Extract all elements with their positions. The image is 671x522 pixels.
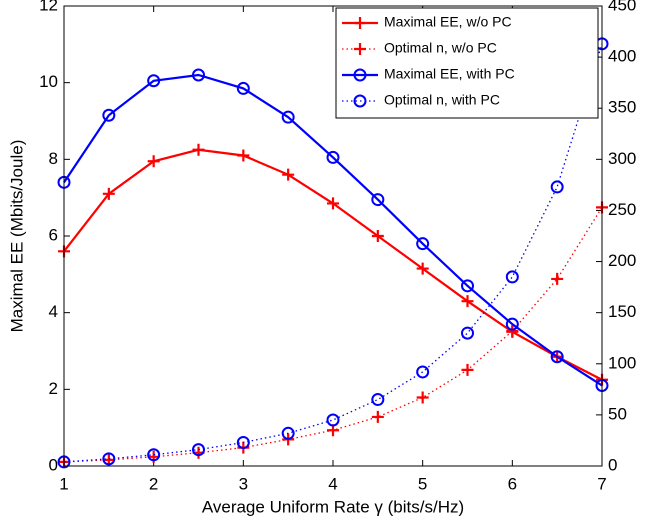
y-tick-label: 12	[39, 0, 58, 14]
marker	[147, 74, 161, 88]
legend-label: Optimal n, with PC	[384, 92, 500, 108]
y2-tick-label: 100	[608, 353, 636, 372]
y2-tick-label: 300	[608, 149, 636, 168]
marker	[371, 410, 384, 423]
marker	[461, 295, 474, 308]
marker	[102, 187, 115, 200]
marker	[147, 155, 160, 168]
marker	[102, 108, 116, 122]
marker	[281, 426, 295, 440]
x-tick-label: 2	[149, 474, 158, 493]
legend-label: Maximal EE, w/o PC	[384, 14, 512, 30]
marker	[192, 68, 205, 82]
y2-tick-label: 200	[608, 251, 636, 270]
legend-box	[335, 7, 599, 119]
x-tick-label: 4	[328, 474, 337, 493]
marker	[236, 81, 250, 95]
y2-tick-label: 0	[608, 455, 617, 474]
marker	[102, 452, 116, 466]
marker	[192, 443, 205, 457]
plot-frame	[63, 5, 603, 467]
x-axis-title: Average Uniform Rate γ (bits/s/Hz)	[202, 497, 464, 516]
y2-tick-label: 350	[608, 98, 636, 117]
marker	[416, 365, 430, 379]
marker	[371, 230, 384, 242]
marker	[371, 193, 385, 207]
marker	[416, 237, 430, 251]
y2-tick-label: 150	[608, 302, 636, 321]
line	[63, 73, 603, 387]
x-tick-label: 3	[239, 474, 248, 493]
marker	[147, 448, 161, 462]
marker	[371, 393, 385, 407]
legend-marker	[353, 94, 367, 108]
marker	[416, 262, 429, 275]
marker	[505, 317, 519, 331]
x-tick-label: 7	[597, 474, 606, 493]
y-axis-title: Maximal EE (Mbits/Joule)	[7, 140, 26, 333]
marker	[461, 363, 474, 376]
y-tick-label: 4	[49, 302, 58, 321]
marker	[461, 326, 474, 340]
legend: Maximal EE, w/o PC Optimal n, w/o PC Maxim…	[335, 7, 599, 119]
marker	[550, 180, 564, 194]
legend-marker	[353, 68, 367, 82]
marker	[416, 391, 429, 404]
marker	[237, 149, 250, 162]
y-tick-label: 6	[49, 225, 58, 244]
y-tick-label: 2	[49, 379, 58, 398]
legend-marker	[354, 43, 366, 55]
legend-label: Maximal EE, with PC	[384, 66, 515, 82]
marker	[550, 350, 564, 364]
y2-tick-label: 250	[608, 200, 636, 219]
marker	[281, 110, 295, 124]
series	[57, 68, 609, 392]
marker	[461, 279, 474, 293]
x-tick-label: 6	[508, 474, 517, 493]
y-tick-label: 0	[49, 455, 58, 474]
marker	[282, 168, 295, 181]
y-tick-label: 8	[49, 149, 58, 168]
x-tick-label: 5	[418, 474, 427, 493]
marker	[327, 197, 339, 210]
y2-tick-label: 400	[608, 47, 636, 66]
marker	[326, 413, 340, 427]
x-tick-label: 1	[59, 474, 68, 493]
y2-tick-label: 450	[608, 0, 636, 14]
legend-label: Optimal n, w/o PC	[384, 40, 497, 56]
marker	[551, 272, 564, 285]
y-tick-label: 10	[39, 72, 58, 91]
marker	[192, 143, 205, 156]
legend-marker	[354, 17, 366, 29]
marker	[506, 325, 519, 338]
y2-tick-label: 50	[608, 404, 627, 423]
marker	[505, 270, 519, 284]
marker	[236, 435, 250, 449]
marker	[326, 150, 340, 164]
